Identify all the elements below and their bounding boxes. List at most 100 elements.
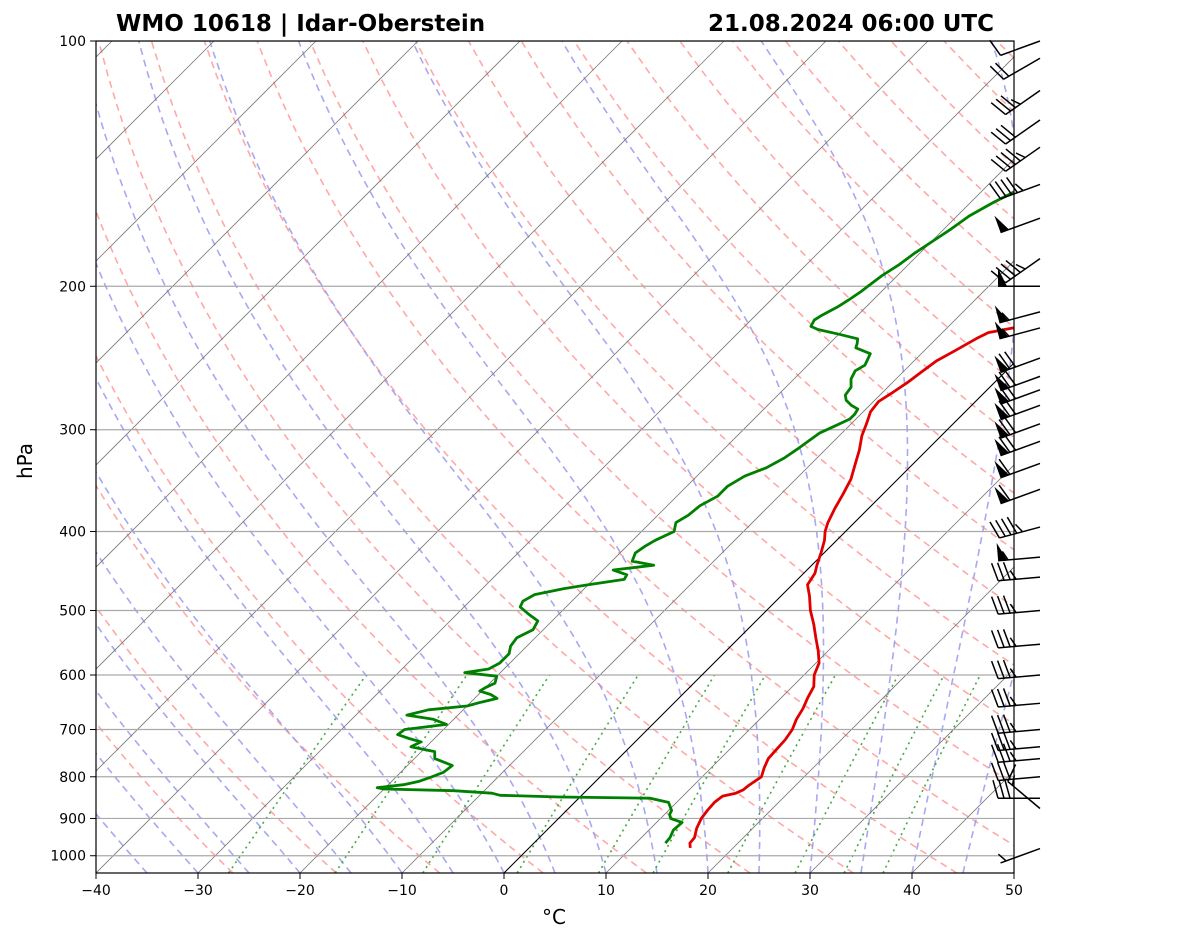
moist-adiabat-line — [96, 550, 352, 873]
wind-barb-feather — [990, 131, 1007, 145]
isotherm-line — [96, 41, 929, 873]
isotherm-line — [401, 260, 1014, 873]
wind-barb-staff — [998, 757, 1041, 764]
mixing-ratio-line — [597, 674, 716, 873]
wind-barb-staff — [1005, 146, 1041, 172]
wind-barb-pennant — [994, 215, 1009, 233]
x-tick-label: −30 — [183, 883, 213, 899]
wind-barb-feather — [1002, 629, 1011, 648]
wind-barb-pennant — [994, 387, 1009, 405]
plot-area — [96, 41, 1014, 873]
wind-barb-pennant — [994, 355, 1009, 373]
wind-barb-feather — [1009, 668, 1017, 678]
wind-barb-feather — [994, 62, 1010, 77]
chart-title-time: 21.08.2024 06:00 UTC — [708, 11, 994, 37]
y-tick-label: 700 — [59, 723, 86, 739]
wind-barb-feather — [1005, 177, 1019, 194]
wind-barb-feather — [1001, 312, 1010, 321]
plot-frame — [95, 40, 1015, 874]
wind-barb-feather — [998, 780, 1005, 799]
wind-barb-feather — [998, 484, 1011, 501]
wind-barb-feather — [1004, 434, 1017, 451]
wind-barb — [994, 351, 1041, 374]
y-tick-label: 600 — [59, 668, 86, 684]
wind-barb-pennant — [994, 438, 1009, 456]
wind-barb — [990, 561, 1041, 582]
wind-barb — [994, 417, 1041, 439]
wind-barb-feather — [995, 128, 1011, 142]
wind-barb-feather — [1010, 99, 1021, 105]
moist-adiabat-line — [96, 101, 556, 873]
wind-barb — [989, 39, 1041, 57]
wind-barb-feather — [995, 155, 1011, 169]
dry-adiabat-line — [256, 41, 1014, 847]
isotherm-line — [809, 668, 1014, 873]
dry-adiabat-line — [679, 41, 1014, 384]
dry-adiabat-line — [96, 484, 441, 873]
wind-barb-staff — [998, 702, 1041, 708]
y-tick-label: 100 — [59, 34, 86, 50]
wind-barb-feather — [996, 562, 1005, 581]
wind-barb-feather — [1009, 751, 1017, 762]
mixing-ratio-line — [727, 674, 837, 873]
wind-barb-feather — [990, 630, 999, 649]
x-tick-label: −10 — [387, 883, 417, 899]
wind-barb-pennant — [994, 421, 1009, 439]
wind-barb-staff — [999, 526, 1041, 539]
y-tick-label: 200 — [59, 279, 86, 295]
wind-barb-feather — [1002, 761, 1011, 780]
dry-adiabat-line — [414, 41, 1014, 667]
wind-barb — [990, 714, 1041, 734]
wind-barb-feather — [1015, 263, 1026, 270]
wind-barb — [990, 629, 1041, 649]
isotherm-line — [96, 41, 623, 568]
wind-barb-pennant — [994, 321, 1009, 339]
wind-barb — [994, 484, 1041, 505]
wind-barb-feather — [990, 732, 999, 751]
wind-barb — [994, 458, 1041, 479]
isotherm-line — [197, 56, 1014, 873]
wind-barb-feather — [989, 521, 1001, 539]
wind-barb-feather — [1002, 731, 1011, 750]
wind-barb-feather — [1001, 550, 1009, 561]
wind-barb-feather — [998, 371, 1011, 388]
wind-barb-pennant — [994, 373, 1009, 391]
wind-barb-staff — [1000, 847, 1041, 864]
wind-barb-feather — [998, 458, 1011, 475]
y-axis-ticks: 100 200 300 400 500 600 700 800 900 1000 — [50, 34, 96, 865]
wind-barb-feather — [1005, 259, 1021, 274]
y-axis-label: hPa — [13, 443, 37, 479]
dry-adiabat-line — [150, 41, 854, 873]
wind-barb-feather — [1005, 148, 1021, 162]
wind-barb — [994, 215, 1041, 234]
wind-barb-feather — [1014, 523, 1024, 533]
wind-barb-pennant — [994, 460, 1009, 478]
y-tick-label: 300 — [59, 423, 86, 439]
wind-barb — [989, 516, 1041, 539]
wind-barb — [990, 119, 1041, 145]
isotherms — [96, 41, 1014, 873]
wind-barb-feather — [996, 660, 1005, 679]
wind-barb-feather — [990, 744, 999, 763]
wind-barb — [997, 847, 1041, 864]
wind-barb-feather — [1002, 561, 1011, 580]
moist-adiabat-line — [911, 41, 1014, 873]
dry-adiabat-line — [96, 208, 647, 873]
wind-barb-feather — [1006, 516, 1018, 534]
wind-barb-feather — [990, 596, 999, 615]
wind-barb — [992, 780, 1040, 799]
mixing-ratio-lines — [227, 674, 982, 873]
wind-barb-feather — [1004, 780, 1011, 799]
wind-barb-feather — [990, 715, 999, 734]
wind-barb-feather — [1009, 696, 1017, 706]
wind-barb-feather — [997, 853, 1007, 862]
wind-barb — [990, 258, 1041, 284]
moist-adiabat-line — [96, 376, 454, 873]
moist-adiabat-line — [96, 689, 250, 873]
wind-barb-feather — [1000, 95, 1016, 109]
wind-barb — [994, 369, 1041, 392]
wind-barb-feather — [1009, 570, 1017, 580]
wind-barb-feather — [990, 158, 1007, 172]
wind-barb-feather — [989, 183, 1002, 200]
wind-barb-feather — [995, 266, 1011, 280]
